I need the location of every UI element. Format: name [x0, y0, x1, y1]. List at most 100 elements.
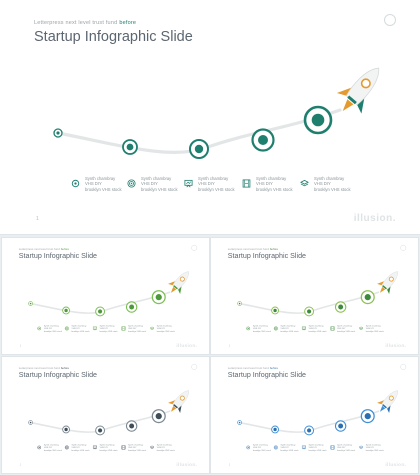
rocket-icon	[168, 271, 189, 294]
milestone-4	[125, 420, 138, 432]
target-icon	[64, 326, 69, 331]
milestone-1	[237, 420, 242, 425]
presentation-board-icon	[301, 326, 306, 331]
target-icon	[64, 445, 69, 450]
layers-icon	[300, 179, 309, 187]
presentation-board-icon	[92, 326, 97, 331]
corner-circle-icon	[400, 363, 407, 370]
milestone-5	[151, 409, 166, 424]
slide-main[interactable]: Letterpress next level trust fund before …	[0, 0, 420, 234]
feature-1: Synth chambray VHS DIY brooklyn VHS stock	[37, 444, 72, 455]
feature-1: Synth chambray VHS DIY brooklyn VHS stock	[37, 325, 72, 336]
page-number: 1	[19, 344, 22, 348]
slide-title: Startup Infographic Slide	[227, 371, 307, 380]
brand-logo: illusion.	[176, 342, 198, 349]
milestone-3	[95, 425, 106, 436]
feature-5: Synth chambray VHS DIY brooklyn VHS stock	[300, 176, 370, 198]
target-icon	[273, 326, 278, 331]
presentation-board-icon	[184, 179, 193, 188]
gear-globe-icon	[246, 445, 251, 450]
milestone-2	[62, 306, 70, 315]
feature-2: Synth chambray VHS DIY brooklyn VHS stock	[273, 325, 309, 336]
feature-3: Synth chambray VHS DIY brooklyn VHS stock	[301, 444, 337, 455]
milestone-5	[360, 409, 375, 424]
gear-globe-icon	[37, 445, 42, 450]
slide-content: Letterpress next level trust fundbefore …	[2, 357, 209, 472]
brand-logo: illusion.	[385, 342, 407, 349]
milestone-2	[271, 306, 279, 315]
feature-1: Synth chambray VHS DIY brooklyn VHS stock	[71, 176, 141, 198]
feature-3: Synth chambray VHS DIY brooklyn VHS stock	[92, 444, 128, 455]
rocket-icon	[377, 271, 398, 294]
milestone-1	[28, 301, 33, 306]
slide-thumbnail-gray[interactable]: Letterpress next level trust fundbefore …	[2, 357, 209, 473]
layers-icon	[149, 326, 155, 330]
layers-icon	[358, 326, 364, 330]
gear-globe-icon	[71, 179, 80, 188]
feature-4: Synth chambray VHS DIY brooklyn VHS stock	[242, 176, 312, 198]
brand-logo: illusion.	[176, 461, 198, 468]
feature-5: Synth chambray VHS DIY brooklyn VHS stock	[149, 444, 185, 455]
page-number: 1	[228, 344, 231, 348]
kicker-accent: before	[269, 247, 279, 251]
journey-curve	[237, 390, 398, 436]
presentation-board-icon	[301, 445, 306, 450]
feature-5: Synth chambray VHS DIY brooklyn VHS stock	[358, 325, 394, 336]
corner-circle-icon	[400, 244, 407, 251]
feature-4: Synth chambray VHS DIY brooklyn VHS stock	[121, 325, 156, 336]
feature-2: Synth chambray VHS DIY brooklyn VHS stock	[273, 444, 309, 455]
milestone-3	[189, 139, 209, 159]
slide-thumbnail-green[interactable]: Letterpress next level trust fundbefore …	[2, 238, 209, 354]
slide-content: Letterpress next level trust fundbefore …	[2, 238, 209, 353]
target-icon	[273, 445, 278, 450]
feature-5: Synth chambray VHS DIY brooklyn VHS stock	[149, 325, 185, 336]
corner-circle-icon	[384, 14, 396, 26]
film-strip-icon	[121, 445, 126, 450]
milestone-4	[334, 301, 347, 313]
slide-kicker: Letterpress next level trust fundbefore	[227, 366, 279, 370]
rocket-icon	[168, 390, 189, 413]
feature-4: Synth chambray VHS DIY brooklyn VHS stock	[330, 444, 365, 455]
milestone-4	[334, 420, 347, 432]
target-icon	[127, 179, 136, 188]
milestone-5	[151, 290, 166, 305]
feature-1: Synth chambray VHS DIY brooklyn VHS stock	[246, 444, 281, 455]
corner-circle-icon	[191, 244, 198, 251]
feature-2: Synth chambray VHS DIY brooklyn VHS stock	[64, 325, 100, 336]
slide-title: Startup Infographic Slide	[227, 252, 307, 261]
slide-content: Letterpress next level trust fundbefore …	[211, 238, 418, 353]
slide-kicker: Letterpress next level trust fundbefore	[18, 247, 70, 251]
film-strip-icon	[242, 179, 251, 188]
milestone-1	[53, 128, 63, 138]
feature-3: Synth chambray VHS DIY brooklyn VHS stock	[184, 176, 254, 198]
slide-kicker: Letterpress next level trust fundbefore	[18, 366, 70, 370]
milestone-5	[303, 105, 333, 135]
slide-kicker: Letterpress next level trust fundbefore	[227, 247, 279, 251]
gear-globe-icon	[246, 326, 251, 331]
milestone-1	[28, 420, 33, 425]
slide-title: Startup Infographic Slide	[18, 371, 98, 380]
rocket-icon	[377, 390, 398, 413]
rocket-icon	[336, 67, 380, 114]
slide-title: Startup Infographic Slide	[34, 29, 193, 45]
page-number: 1	[36, 216, 39, 222]
kicker-accent: before	[60, 366, 70, 370]
milestone-3	[95, 306, 106, 317]
slide-thumbnail-blue[interactable]: Letterpress next level trust fundbefore …	[211, 357, 418, 473]
gear-globe-icon	[37, 326, 42, 331]
feature-5: Synth chambray VHS DIY brooklyn VHS stock	[358, 444, 394, 455]
film-strip-icon	[330, 445, 335, 450]
page-number: 1	[19, 463, 22, 467]
layers-icon	[358, 445, 364, 449]
milestone-3	[304, 425, 315, 436]
feature-3: Synth chambray VHS DIY brooklyn VHS stock	[92, 325, 128, 336]
feature-1: Synth chambray VHS DIY brooklyn VHS stock	[246, 325, 281, 336]
slide-content: Letterpress next level trust fundbefore …	[211, 357, 418, 472]
kicker-accent: before	[269, 366, 279, 370]
milestone-2	[271, 425, 279, 434]
slide-thumbnail-lime[interactable]: Letterpress next level trust fundbefore …	[211, 238, 418, 354]
milestone-2	[122, 139, 138, 155]
brand-logo: illusion.	[385, 461, 407, 468]
milestone-4	[125, 301, 138, 313]
